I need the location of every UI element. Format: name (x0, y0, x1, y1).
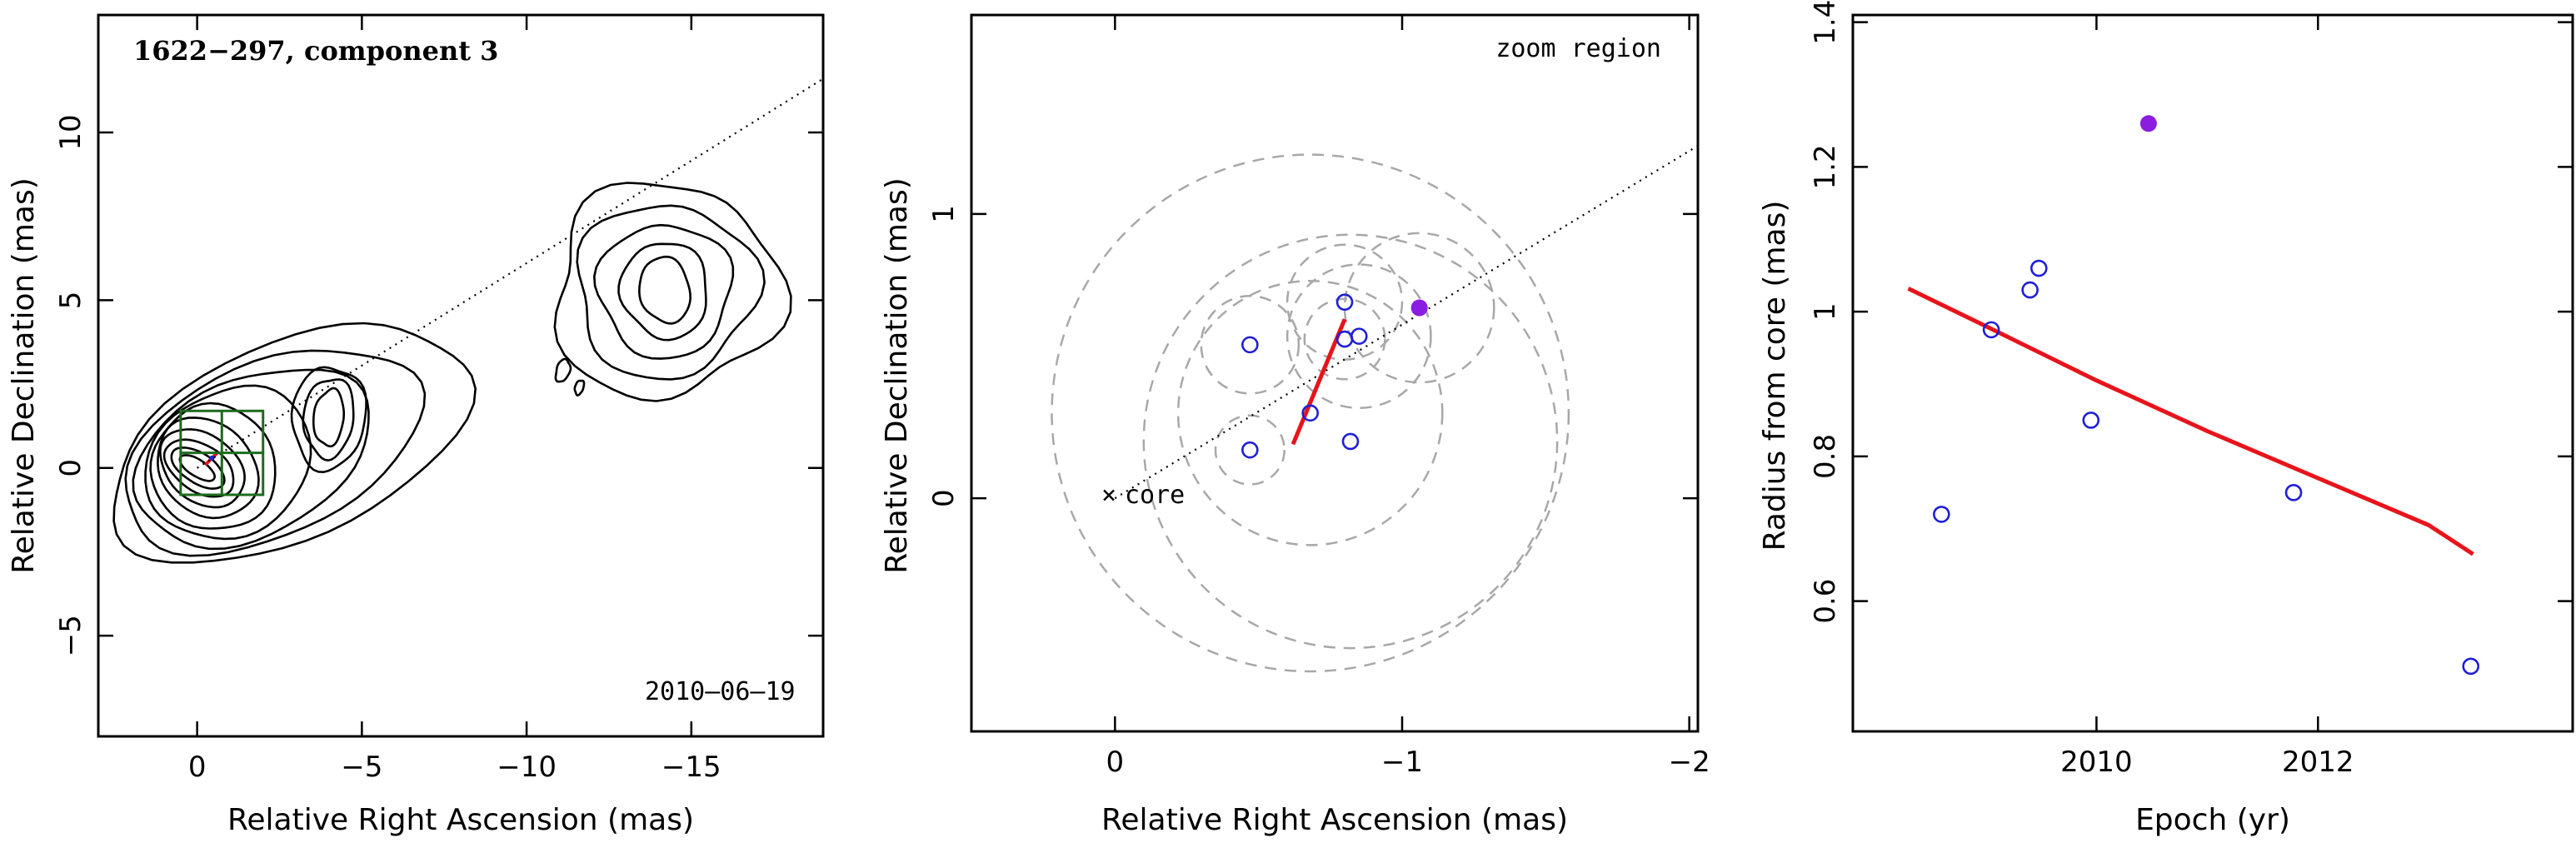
contour-map (112, 182, 792, 564)
jet-axis-line (197, 77, 824, 469)
y-axis-label: Radius from core (mas) (1758, 201, 1792, 551)
radius-point (2030, 259, 2048, 277)
map-title: 1622−297, component 3 (133, 35, 498, 67)
core-contour (178, 454, 217, 482)
x-tick-label: 0 (1106, 746, 1125, 779)
core-contour (124, 349, 427, 557)
fit-segment (1290, 318, 1347, 446)
island-contour (554, 357, 572, 383)
zoom-region-label: zoom region (1495, 34, 1661, 63)
zoom-region-box (179, 409, 265, 496)
component-points (1241, 293, 1428, 459)
y-tick-label: 1.4 (1809, 0, 1842, 45)
outer-knot-contour (592, 223, 735, 360)
y-tick-label: 1 (1809, 302, 1842, 321)
y-tick-label: 0.8 (1809, 434, 1842, 479)
core-marker: × (1101, 481, 1116, 510)
outer-knot-contour (617, 242, 707, 342)
core-contour (157, 417, 260, 520)
x-tick-label: −10 (497, 751, 557, 784)
radius-point (2284, 484, 2303, 501)
core-contour (132, 368, 370, 551)
beam-circle (1142, 233, 1559, 650)
fit-curve (1907, 287, 2474, 556)
beam-circle (1176, 279, 1444, 546)
jet-axis-line (1114, 145, 1699, 500)
y-tick-label: 0.6 (1809, 579, 1842, 624)
y-tick-label: 1 (927, 205, 961, 223)
panel-radius-vs-epoch: 2010 2012 0.6 0.8 1 1.2 1.4 Epoch (yr) Radius … (1758, 0, 2574, 837)
core-contour (144, 384, 312, 541)
outer-knot-contour (576, 204, 766, 381)
y-tick-label: 0 (927, 489, 961, 507)
highlighted-point (1410, 299, 1428, 317)
x-tick-label: 2012 (2282, 746, 2354, 779)
outer-knot-contour (637, 255, 692, 325)
y-tick-label: −5 (54, 615, 87, 656)
component-point (1335, 293, 1354, 311)
component-point (1341, 432, 1360, 451)
component-points-small (209, 455, 215, 461)
radius-point (2082, 412, 2100, 429)
x-axis-label: Relative Right Ascension (mas) (1101, 803, 1568, 837)
component-point (1241, 441, 1259, 459)
y-tick-label: 0 (54, 459, 87, 477)
y-axis-label: Relative Declination (mas) (7, 177, 41, 574)
radius-point (2021, 281, 2039, 299)
radius-point (1933, 506, 1950, 523)
x-axis-label: Epoch (yr) (2135, 803, 2290, 837)
y-axis-label: Relative Declination (mas) (880, 177, 914, 574)
x-tick-label: 2010 (2060, 746, 2133, 779)
inner-knot-contour (290, 366, 367, 474)
x-tick-label: 0 (188, 751, 207, 784)
core-contour (112, 322, 477, 564)
axis-ticks: 0 −1 −2 0 1 (927, 15, 1710, 779)
fit-curve (1907, 287, 2474, 556)
core-label: core (1125, 481, 1185, 510)
y-tick-label: 1.2 (1809, 144, 1842, 189)
epoch-label: 2010–06–19 (645, 677, 796, 706)
jet-axis-line (1114, 145, 1699, 500)
x-tick-label: −5 (341, 751, 382, 784)
beam-circle (1200, 295, 1300, 395)
axis-ticks: 0 −5 −10 −15 −5 0 5 10 (54, 15, 823, 784)
plot-frame (970, 13, 1700, 733)
component-point (1350, 327, 1368, 345)
beam-circle (1286, 243, 1404, 361)
radius-points (1933, 115, 2480, 676)
y-tick-label: 10 (54, 114, 87, 150)
y-tick-label: 5 (54, 292, 87, 310)
core-contour (162, 438, 235, 498)
radius-point (2462, 657, 2480, 676)
beam-circle (1286, 263, 1432, 410)
component-point (1301, 404, 1320, 422)
panel-zoom-region: 0 −1 −2 0 1 zoom region × core Relative Righ… (880, 13, 1710, 837)
component-point (1335, 330, 1354, 348)
jet-axis-line (197, 77, 824, 469)
component-point (1241, 336, 1259, 354)
highlighted-point (2139, 115, 2157, 132)
island-contour (573, 379, 586, 397)
inner-knot-contour (312, 387, 345, 448)
plot-frame (1851, 13, 2574, 733)
axis-ticks: 2010 2012 0.6 0.8 1 1.2 1.4 (1809, 0, 2573, 779)
plot-frame (97, 13, 825, 738)
x-axis-label: Relative Right Ascension (mas) (227, 803, 694, 837)
beam-circle (1343, 232, 1495, 384)
fit-segment (1290, 318, 1347, 446)
beam-circle (1051, 153, 1570, 673)
inner-knot-contour (302, 378, 355, 462)
x-tick-label: −2 (1669, 746, 1710, 779)
x-tick-label: −1 (1381, 746, 1423, 779)
beam-circle (1214, 414, 1286, 486)
outer-knot-contour (553, 182, 792, 402)
beam-circles (1051, 153, 1570, 673)
x-tick-label: −15 (661, 751, 721, 784)
panel-contour-map: 0 −5 −10 −15 −5 0 5 10 1622−297, component 3 20… (7, 13, 825, 837)
core-contour (149, 402, 277, 530)
radius-point (1982, 321, 2000, 339)
